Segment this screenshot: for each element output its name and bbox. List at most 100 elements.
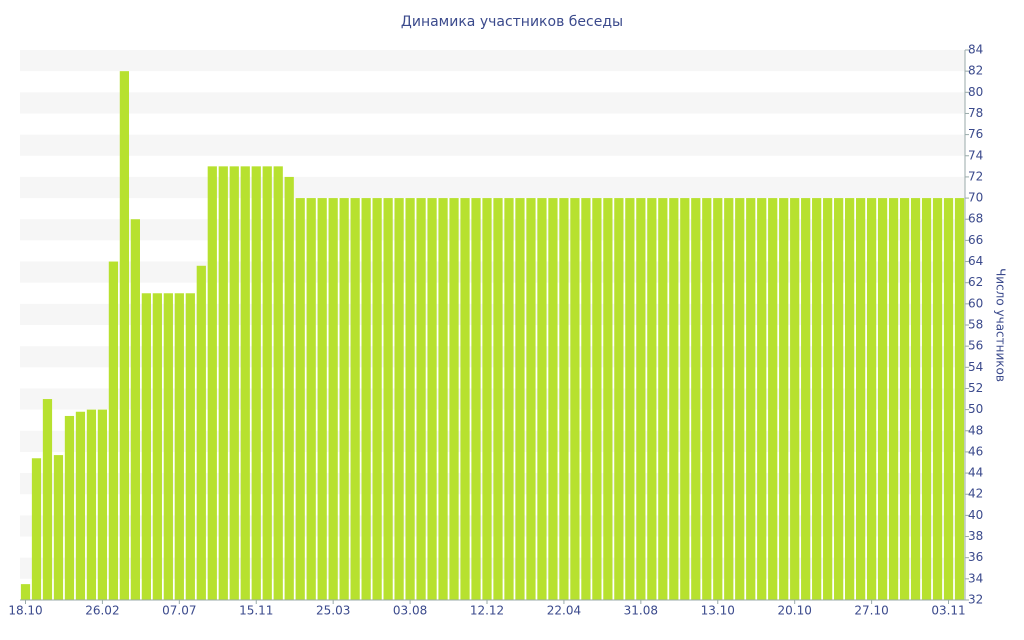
x-tick-label: 20.10 [778, 604, 812, 618]
bar [141, 293, 151, 600]
bar [790, 198, 800, 601]
bar [823, 198, 833, 601]
bar [394, 198, 404, 601]
bar [768, 198, 778, 601]
bar [845, 198, 855, 601]
bar [493, 198, 503, 601]
bar [108, 261, 119, 600]
x-tick-label: 31.08 [624, 604, 658, 618]
y-tick-label: 82 [968, 64, 983, 78]
bar [449, 198, 459, 601]
bar [218, 166, 228, 600]
grid-band [20, 50, 965, 72]
bar [757, 198, 767, 601]
bar [954, 198, 965, 601]
y-tick-label: 80 [968, 85, 983, 99]
bar [932, 198, 943, 601]
bar [713, 198, 723, 601]
bar [42, 399, 53, 600]
bar [372, 198, 382, 601]
grid-band [20, 176, 965, 199]
chart-title: Динамика участников беседы [401, 14, 623, 30]
bar [614, 198, 624, 601]
bar [548, 198, 558, 601]
bar [636, 198, 646, 601]
y-tick-label: 58 [968, 318, 983, 332]
bar [240, 166, 250, 600]
bar [526, 198, 536, 601]
y-tick-label: 52 [968, 381, 983, 395]
bar [427, 198, 437, 601]
bar [174, 293, 184, 600]
x-tick-label: 12.12 [470, 604, 504, 618]
bar [273, 166, 283, 600]
bar [537, 198, 547, 601]
bar [482, 198, 492, 601]
bar [317, 198, 327, 601]
bar [680, 198, 690, 601]
bar [746, 198, 756, 601]
bar [888, 198, 899, 601]
y-tick-label: 84 [968, 43, 983, 57]
bar [603, 198, 613, 601]
bar [559, 198, 569, 601]
bar [570, 198, 580, 601]
bar [361, 198, 371, 601]
bar [647, 198, 657, 601]
y-tick-label: 38 [968, 529, 983, 543]
bar [130, 219, 140, 600]
x-tick-label: 03.08 [393, 604, 427, 618]
bar [53, 455, 64, 600]
bar [658, 198, 668, 601]
bar [702, 198, 712, 601]
grid-band [20, 92, 965, 114]
x-tick-label: 25.03 [316, 604, 350, 618]
bar [899, 198, 910, 601]
y-tick-label: 40 [968, 508, 983, 522]
y-tick-label: 42 [968, 487, 983, 501]
bar [119, 71, 130, 600]
bar [625, 198, 635, 601]
bar [207, 166, 217, 600]
bar [251, 166, 261, 600]
y-tick-label: 78 [968, 106, 983, 120]
bar [416, 198, 426, 601]
bar [834, 198, 844, 601]
bar [97, 409, 108, 600]
y-tick-label: 74 [968, 148, 983, 162]
y-tick-label: 76 [968, 127, 983, 141]
bar [20, 584, 31, 600]
y-tick-label: 70 [968, 191, 983, 205]
bar [383, 198, 393, 601]
y-tick-label: 50 [968, 402, 983, 416]
bar [581, 198, 591, 601]
bar [471, 198, 481, 601]
x-tick-label: 13.10 [701, 604, 735, 618]
bar [504, 198, 514, 601]
bar [515, 198, 525, 601]
bar [306, 198, 316, 601]
bar [669, 198, 679, 601]
bar [262, 166, 272, 600]
y-tick-label: 62 [968, 275, 983, 289]
bar [196, 265, 206, 600]
bar [86, 409, 97, 600]
y-tick-label: 68 [968, 212, 983, 226]
bar [31, 458, 42, 600]
x-tick-label: 03.11 [931, 604, 965, 618]
bar [910, 198, 921, 601]
x-tick-label: 07.07 [162, 604, 196, 618]
bar [460, 198, 470, 601]
x-tick-label: 15.11 [239, 604, 273, 618]
bar [866, 198, 877, 601]
bar [877, 198, 888, 601]
y-tick-label: 66 [968, 233, 983, 247]
bar [152, 293, 162, 600]
y-tick-label: 54 [968, 360, 983, 374]
bar [185, 293, 195, 600]
bar [350, 198, 360, 601]
y-tick-label: 64 [968, 254, 983, 268]
y-tick-label: 60 [968, 296, 983, 310]
bar [405, 198, 415, 601]
